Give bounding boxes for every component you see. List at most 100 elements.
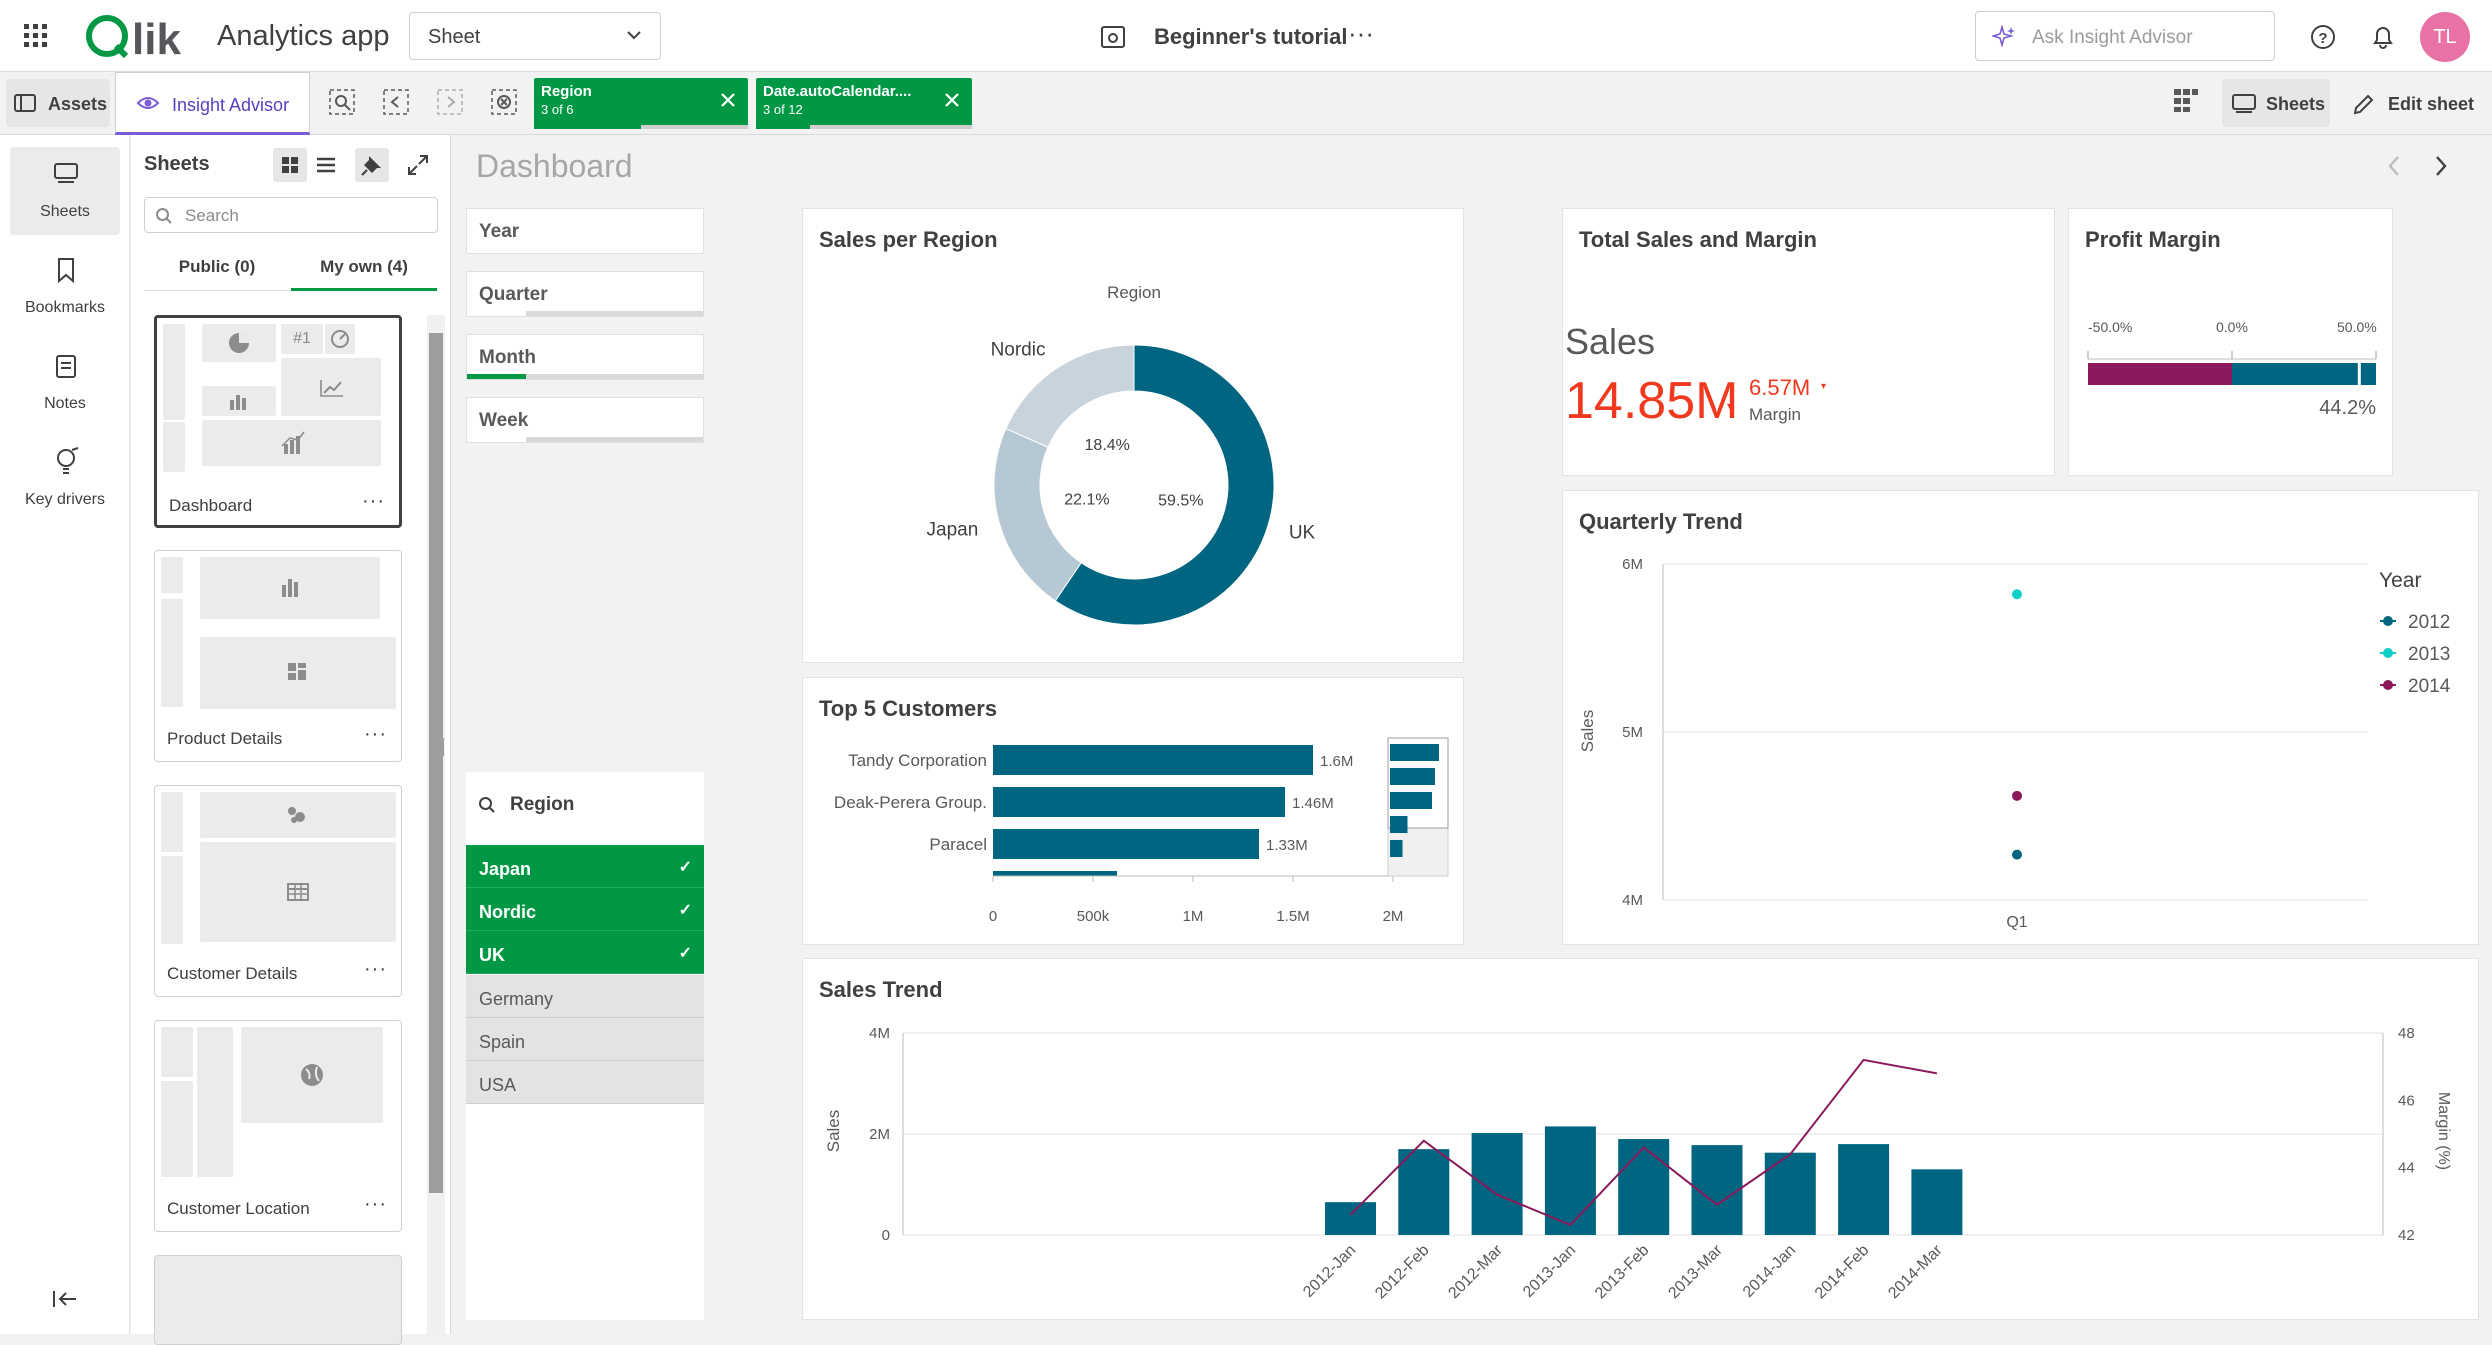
panel-resize-handle[interactable]	[440, 738, 444, 756]
thumb-tile	[197, 1027, 233, 1177]
grid-view-button[interactable]	[273, 148, 307, 182]
step-forward-icon[interactable]	[432, 88, 468, 124]
quarterly-trend-chart[interactable]: Quarterly Trend 6M 5M 4M Sales Q1 Year 2012 201…	[1562, 490, 2479, 945]
qlik-logo[interactable]: lik	[82, 10, 192, 64]
sales-bar	[1691, 1145, 1743, 1235]
sheet-grid-icon[interactable]	[2168, 86, 2204, 122]
listbox-item-usa[interactable]: USA	[466, 1061, 704, 1104]
selection-chip-region[interactable]: Region 3 of 6	[534, 78, 748, 129]
assets-button[interactable]: Assets	[6, 79, 110, 127]
nav-label: Notes	[44, 395, 86, 412]
more-options-button[interactable]: ···	[1348, 18, 1374, 48]
bar-chart-icon	[200, 557, 380, 619]
sheet-more-options[interactable]: ···	[364, 723, 387, 745]
customer-bar	[993, 787, 1285, 817]
previous-sheet-icon[interactable]	[2385, 154, 2403, 183]
check-icon: ✓	[678, 902, 692, 919]
sales-bar	[1398, 1149, 1450, 1235]
logo-text: lik	[132, 15, 181, 62]
sheet-thumbnail-dashboard[interactable]: #1 Dashboard ···	[154, 315, 402, 528]
gauge-tick: -50.0%	[2088, 319, 2133, 335]
sheet-more-options[interactable]: ···	[364, 1193, 387, 1215]
gauge-tick: 50.0%	[2337, 319, 2377, 335]
x-tick-label: 500k	[1077, 908, 1110, 925]
sales-per-region-chart[interactable]: Sales per Region Region 59.5% UK 22.1% Japa…	[802, 208, 1464, 663]
collapse-panel-icon[interactable]	[52, 1289, 78, 1314]
filter-month[interactable]: Month	[466, 334, 704, 380]
donut-chart: Region 59.5% UK 22.1% Japan 18.4% Nordic	[927, 283, 1316, 626]
customer-data-label: 1.46M	[1292, 795, 1334, 812]
tab-public[interactable]: Public (0)	[144, 245, 290, 291]
app-grid-icon[interactable]	[24, 24, 48, 48]
filter-week[interactable]: Week	[466, 397, 704, 443]
tab-label: Public (0)	[178, 257, 256, 276]
close-icon[interactable]	[944, 92, 960, 113]
step-back-icon[interactable]	[378, 88, 414, 124]
notifications-bell-icon[interactable]	[2370, 24, 2396, 50]
y-tick-label: 4M	[1622, 892, 1643, 909]
sheet-thumbnail-product-details[interactable]: Product Details ···	[154, 550, 402, 762]
smart-search-icon[interactable]	[324, 88, 360, 124]
list-view-button[interactable]	[309, 148, 343, 182]
search-icon[interactable]	[478, 796, 496, 814]
listbox-item-uk[interactable]: UK ✓	[466, 931, 704, 974]
clear-selections-icon[interactable]	[486, 88, 522, 124]
ask-insight-advisor-input[interactable]: Ask Insight Advisor	[1975, 11, 2275, 61]
sheet-thumbnail-placeholder[interactable]	[154, 1255, 402, 1345]
next-sheet-icon[interactable]	[2432, 154, 2450, 183]
x-tick-label: 2014-Jan	[1740, 1242, 1799, 1301]
filter-label: Year	[479, 221, 520, 242]
sheet-search-input[interactable]: Search	[144, 197, 438, 233]
nav-bookmarks[interactable]: Bookmarks	[10, 243, 120, 331]
x-tick-label: Q1	[2006, 914, 2027, 931]
gauge-negative-band	[2088, 363, 2232, 385]
mini-chart-bar	[1390, 744, 1439, 761]
edit-sheet-label: Edit sheet	[2388, 94, 2475, 114]
gauge-value: 44.2%	[2319, 397, 2376, 419]
pie-dimension-label: Region	[1107, 283, 1161, 302]
view-select[interactable]: Sheet	[409, 12, 661, 60]
expand-button[interactable]	[401, 148, 435, 182]
listbox-item-nordic[interactable]: Nordic ✓	[466, 888, 704, 931]
nav-sheets[interactable]: Sheets	[10, 147, 120, 235]
help-icon[interactable]: ?	[2310, 24, 2336, 50]
nav-key-drivers[interactable]: Key drivers	[10, 435, 120, 523]
sales-bar	[1471, 1132, 1523, 1235]
edit-sheet-button[interactable]: Edit sheet	[2340, 79, 2485, 127]
customer-bar	[993, 829, 1259, 859]
sheet-thumbnail-customer-details[interactable]: Customer Details ···	[154, 785, 402, 997]
insight-advisor-button[interactable]: Insight Advisor	[115, 72, 310, 135]
bookmark-icon	[55, 257, 77, 288]
filter-quarter[interactable]: Quarter	[466, 271, 704, 317]
listbox-item-japan[interactable]: Japan ✓	[466, 845, 704, 888]
donut-slice	[993, 427, 1082, 602]
nav-label: Bookmarks	[24, 299, 106, 316]
sheets-panel-title: Sheets	[144, 153, 210, 175]
sales-trend-chart[interactable]: Sales Trend 4M 2M 0 48 46 44 42 Sales Margin (%)…	[802, 958, 2479, 1320]
x-tick-label: 2014-Mar	[1885, 1241, 1946, 1302]
sheet-thumbnail-customer-location[interactable]: Customer Location ···	[154, 1020, 402, 1232]
sheet-icon	[1100, 24, 1126, 50]
tab-my-own[interactable]: My own (4)	[291, 245, 437, 291]
pin-button[interactable]	[355, 148, 389, 182]
listbox-item-germany[interactable]: Germany	[466, 975, 704, 1018]
top-5-customers-chart[interactable]: Top 5 Customers Tandy Corporation 1.6M Dea…	[802, 677, 1464, 945]
filter-year[interactable]: Year	[466, 208, 704, 254]
close-icon[interactable]	[720, 92, 736, 113]
scrollbar[interactable]	[427, 315, 445, 1335]
sheet-icon	[53, 161, 79, 190]
profit-margin-gauge[interactable]: Profit Margin -50.0% 0.0% 50.0% 44.2%	[2068, 208, 2393, 476]
x-tick-label: 2M	[1383, 908, 1404, 925]
listbox-item-spain[interactable]: Spain	[466, 1018, 704, 1061]
customer-label: Deak-Perera Group.	[834, 793, 987, 812]
scrollbar-thumb[interactable]	[429, 333, 443, 1193]
total-sales-kpi[interactable]: Total Sales and Margin Sales 14.85M 6.57…	[1562, 208, 2055, 476]
selection-chip-date[interactable]: Date.autoCalendar.... 3 of 12	[756, 78, 972, 129]
sheet-more-options[interactable]: ···	[362, 490, 385, 512]
y-tick-label: 2M	[869, 1126, 890, 1143]
sheet-more-options[interactable]: ···	[364, 958, 387, 980]
thumb-tile	[163, 422, 185, 472]
avatar[interactable]: TL	[2420, 12, 2470, 62]
nav-notes[interactable]: Notes	[10, 339, 120, 427]
sheets-button[interactable]: Sheets	[2222, 79, 2330, 127]
